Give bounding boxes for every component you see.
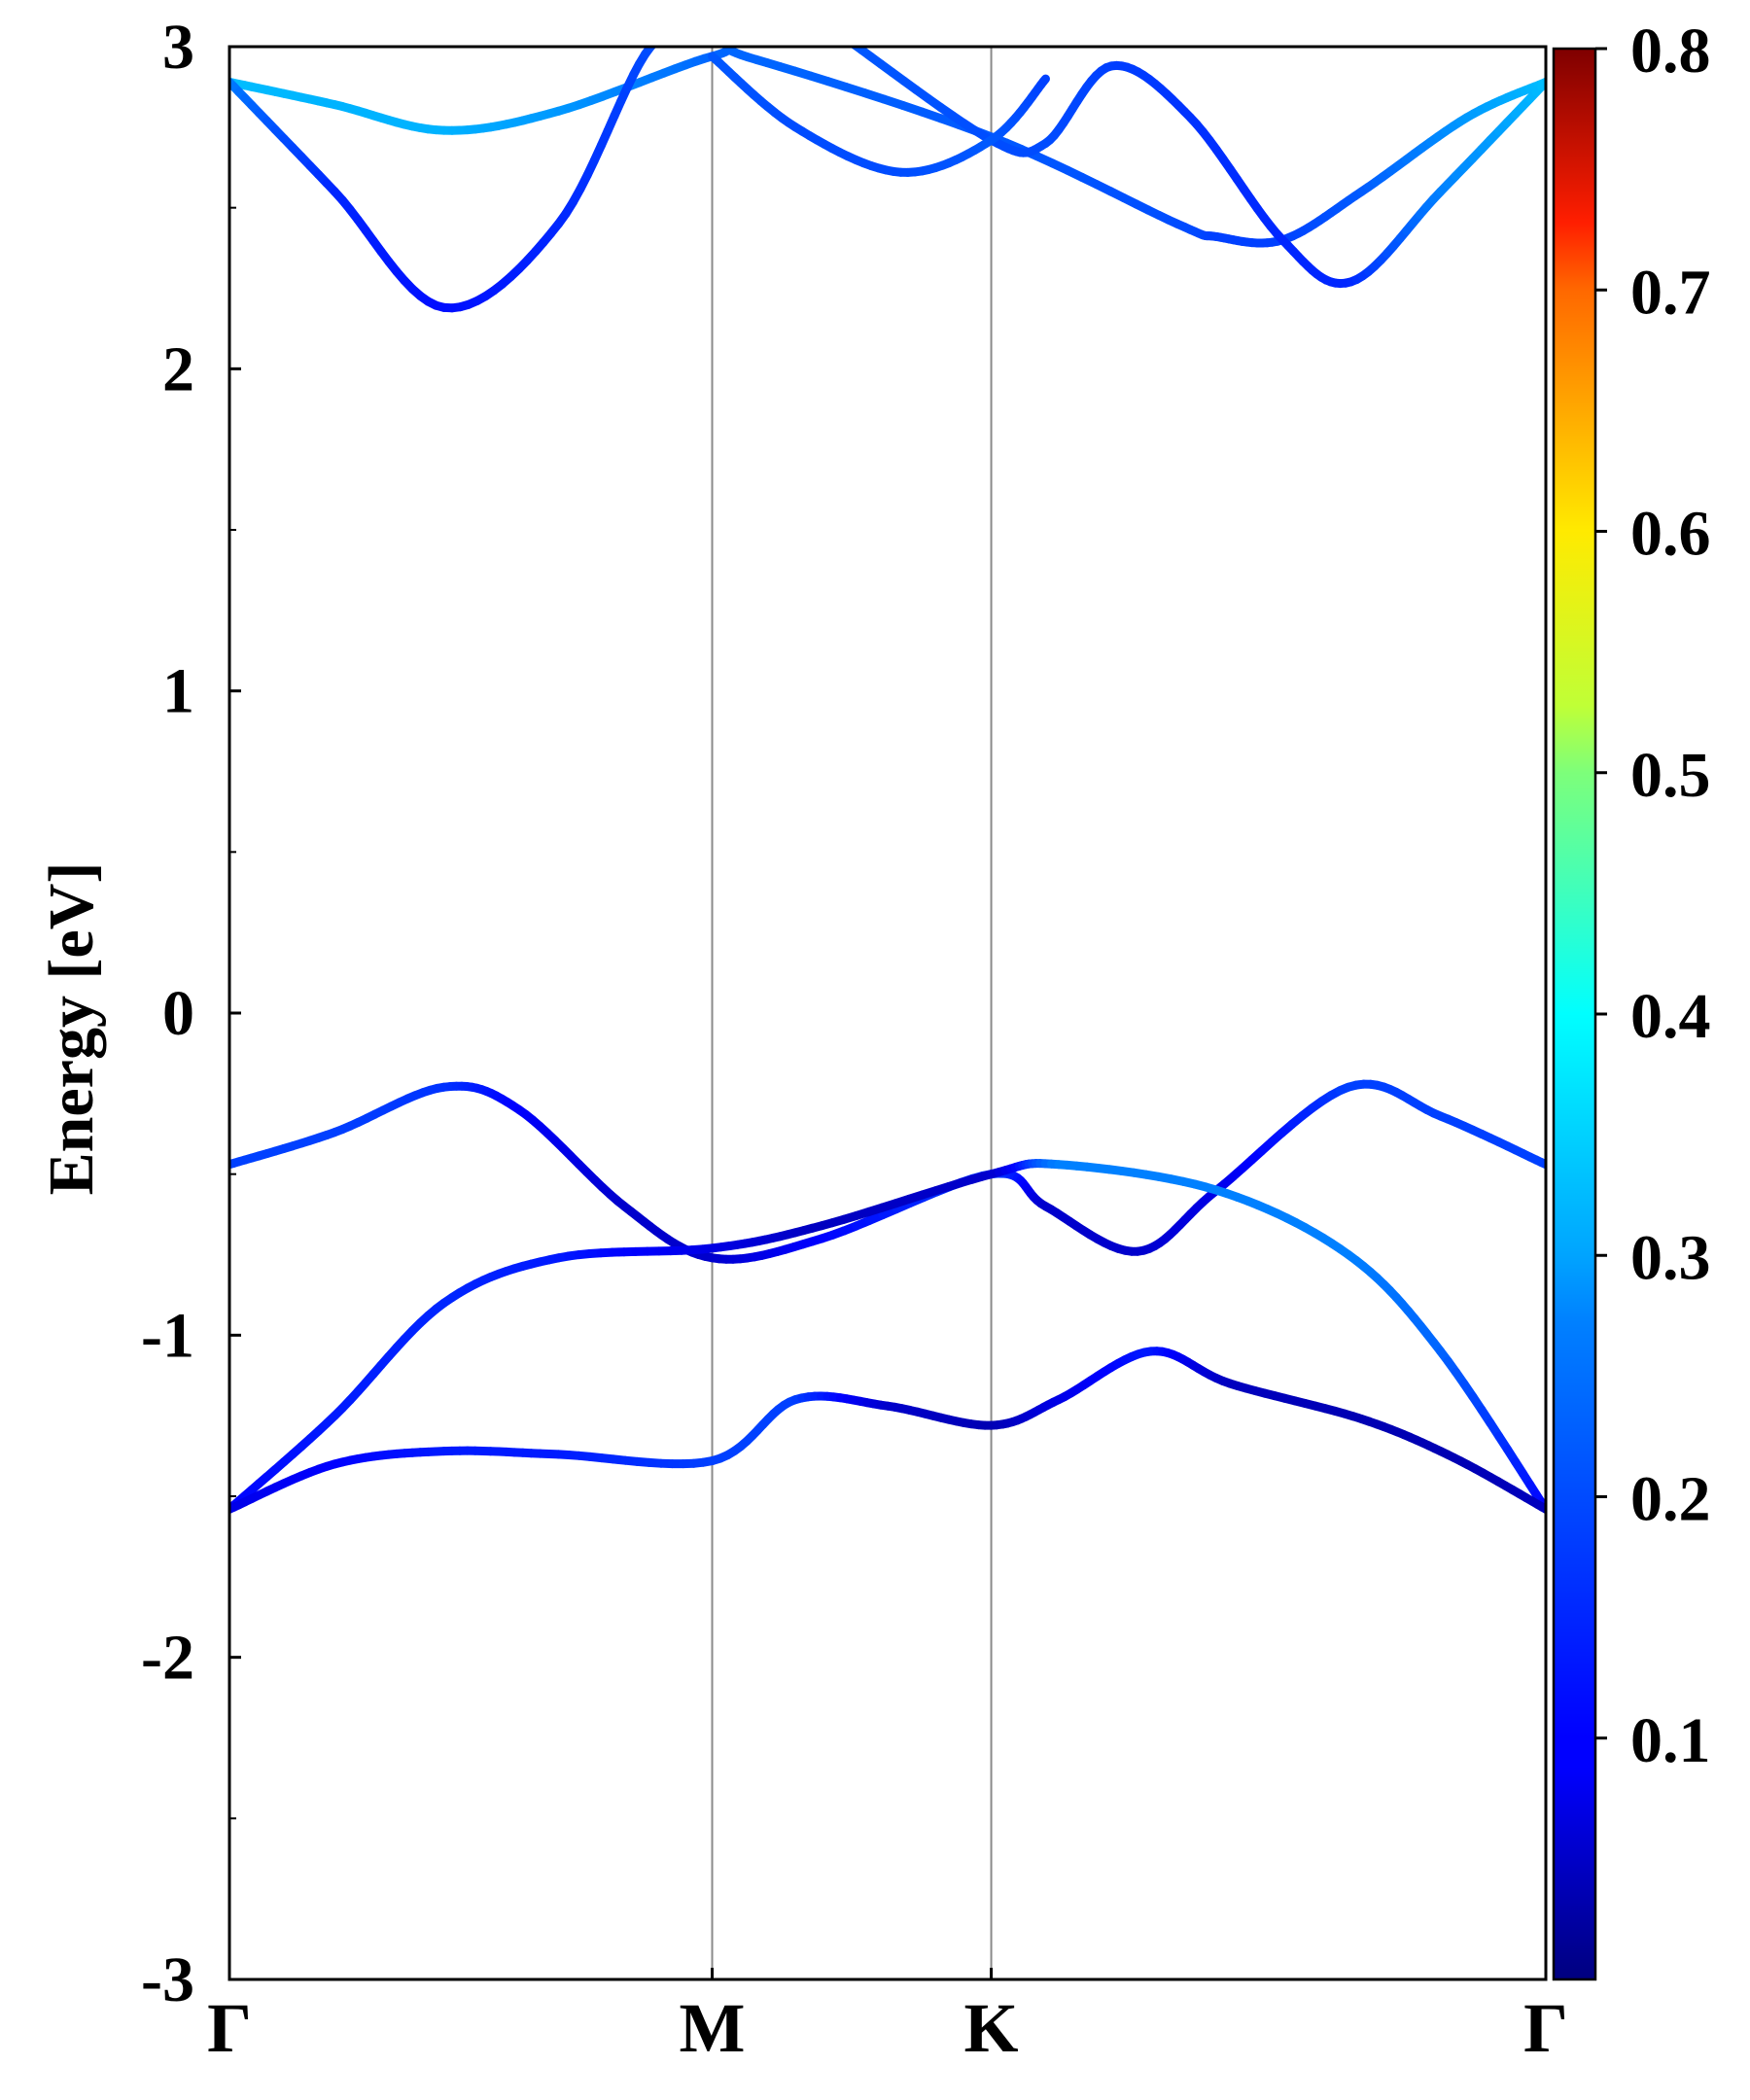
band-segment [656, 37, 662, 41]
y-axis-ticks: 3 2 1 0 -1 -2 -3 [141, 12, 241, 2015]
band-segment [662, 34, 668, 37]
band-segment [849, 47, 858, 50]
colorbar: 0.8 0.7 0.6 0.5 0.4 0.3 0.2 0.1 [1552, 16, 1711, 1981]
colorbar-tick-label: 0.6 [1630, 499, 1711, 570]
x-tick-label: Γ [1523, 1989, 1568, 2067]
band-6 [229, 1159, 1546, 1514]
band-7 [229, 1347, 1546, 1514]
colorbar-tick-label: 0.7 [1630, 257, 1711, 328]
band-segment [700, 37, 704, 39]
band-segment [707, 39, 710, 40]
band-3 [849, 47, 1546, 289]
y-tick-label: -3 [141, 1944, 194, 2015]
x-tick-label: Γ [207, 1989, 252, 2067]
y-tick-label: -1 [141, 1300, 194, 1371]
band-5 [229, 1079, 1546, 1264]
y-tick-label: 0 [162, 978, 194, 1049]
plot-area [711, 47, 993, 1979]
colorbar-tick-label: 0.4 [1630, 981, 1711, 1052]
plot-frame [228, 45, 1548, 1981]
colorbar-tick-label: 0.8 [1630, 16, 1711, 87]
colorbar-ticks: 0.8 0.7 0.6 0.5 0.4 0.3 0.2 0.1 [1595, 16, 1711, 1776]
x-tick-label: M [680, 1989, 746, 2067]
band-segment [682, 32, 687, 33]
y-tick-label: 2 [162, 333, 194, 404]
colorbar-tick-label: 0.5 [1630, 740, 1711, 811]
colorbar-tick-label: 0.3 [1630, 1222, 1711, 1293]
y-axis-label: Energy [eV] [36, 862, 107, 1196]
y-tick-label: 1 [162, 656, 194, 727]
y-tick-label: 3 [162, 12, 194, 83]
colorbar-gradient [1552, 47, 1597, 1981]
band-4 [708, 52, 1050, 177]
colorbar-tick-label: 0.1 [1630, 1705, 1711, 1776]
band-segment [696, 35, 700, 37]
band-2 [229, 31, 710, 313]
band-segment [691, 34, 695, 36]
colorbar-tick-label: 0.2 [1630, 1464, 1711, 1535]
band-segment [687, 32, 692, 33]
band-segment [1038, 74, 1050, 87]
x-tick-label: K [964, 1989, 1019, 2067]
band-lines [229, 31, 1546, 1514]
band-segment [667, 32, 672, 34]
plot-border [228, 45, 1548, 1981]
band-segment [704, 38, 707, 39]
y-tick-label: -2 [141, 1623, 194, 1694]
band-segment [672, 31, 677, 32]
band-1 [229, 47, 1546, 248]
